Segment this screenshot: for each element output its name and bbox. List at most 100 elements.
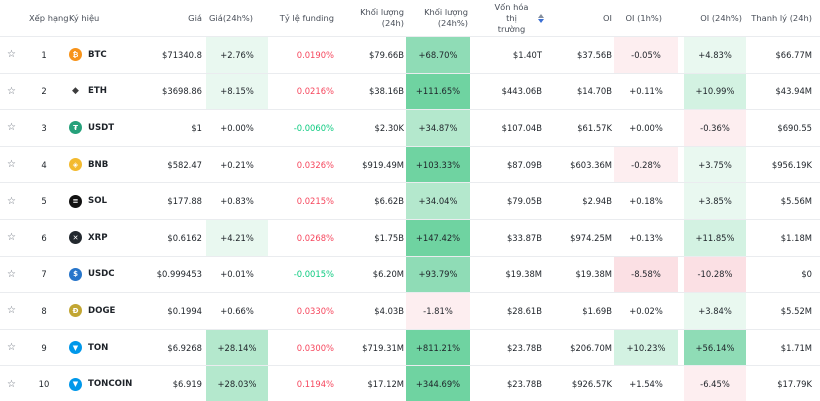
symbol-label: XRP: [88, 232, 108, 243]
table-row[interactable]: ☆ 8 Ð DOGE $0.1994 +0.66% 0.0330% $4.03B -1.81% $…: [0, 292, 820, 329]
price-change-cell: +2.76%: [206, 37, 268, 73]
favorite-star-icon[interactable]: ☆: [7, 49, 16, 61]
symbol-cell[interactable]: ▼ TON: [69, 330, 149, 366]
table-row[interactable]: ☆ 7 $ USDC $0.999453 +0.01% -0.0015% $6.20M +93.…: [0, 255, 820, 293]
rank-cell: 9: [41, 342, 47, 353]
market-cap-cell: $33.87B: [506, 232, 542, 243]
market-cap-cell: $1.40T: [512, 49, 542, 60]
funding-cell: 0.0216%: [296, 86, 334, 97]
symbol-label: USDT: [88, 122, 115, 133]
symbol-label: USDC: [88, 269, 115, 280]
favorite-star-icon[interactable]: ☆: [7, 85, 16, 97]
volume-cell: $719.31M: [362, 342, 404, 353]
market-cap-cell: $443.06B: [501, 86, 542, 97]
header-market-cap[interactable]: Vốn hóa thị trường: [488, 0, 544, 36]
header-volume[interactable]: Khối lượng (24h): [360, 7, 404, 28]
rank-cell: 1: [41, 49, 47, 60]
table-row[interactable]: ☆ 10 ▼ TONCOIN $6.919 +28.03% 0.1194% $17.12M +3…: [0, 365, 820, 401]
table-row[interactable]: ☆ 3 ₮ USDT $1 +0.00% -0.0060% $2.30K +34.87% $107…: [0, 109, 820, 146]
header-symbol[interactable]: Ký hiệu: [69, 12, 100, 23]
oi-cell: $61.57K: [577, 122, 612, 133]
volume-change-cell: +344.69%: [406, 366, 470, 401]
favorite-star-icon[interactable]: ☆: [7, 232, 16, 244]
oi-24h-cell: +3.84%: [684, 293, 746, 329]
price-cell: $1: [191, 122, 202, 133]
symbol-label: SOL: [88, 196, 107, 207]
table-row[interactable]: ☆ 6 ✕ XRP $0.6162 +4.21% 0.0268% $1.75B +147.42%…: [0, 218, 820, 256]
favorite-star-icon[interactable]: ☆: [7, 195, 16, 207]
rank-cell: 8: [41, 305, 47, 316]
symbol-cell[interactable]: ₿ BTC: [69, 37, 149, 73]
symbol-cell[interactable]: $ USDC: [69, 257, 149, 293]
symbol-cell[interactable]: ₮ USDT: [69, 110, 149, 146]
funding-cell: 0.0268%: [296, 232, 334, 243]
volume-change-cell: +147.42%: [406, 219, 470, 256]
symbol-label: BNB: [88, 159, 109, 170]
eth-icon: ◆: [69, 84, 82, 98]
table-row[interactable]: ☆ 2 ◆ ETH $3698.86 +8.15% 0.0216% $38.16B +111.6…: [0, 72, 820, 110]
rank-cell: 5: [41, 196, 47, 207]
oi-1h-cell: +0.11%: [629, 86, 663, 97]
liquidation-cell: $43.94M: [775, 86, 812, 97]
header-oi-1h[interactable]: OI (1h%): [625, 12, 662, 23]
oi-cell: $37.56B: [576, 49, 612, 60]
usdt-icon: ₮: [69, 121, 82, 135]
table-row[interactable]: ☆ 1 ₿ BTC $71340.8 +2.76% 0.0190% $79.66B +68.70…: [0, 36, 820, 73]
oi-1h-cell: -8.58%: [614, 256, 678, 293]
rank-cell: 7: [41, 269, 47, 280]
volume-change-cell: +34.04%: [406, 183, 470, 219]
btc-icon: ₿: [69, 48, 82, 62]
rank-cell: 2: [41, 86, 47, 97]
table-row[interactable]: ☆ 5 ≡ SOL $177.88 +0.83% 0.0215% $6.62B +34.04% $…: [0, 182, 820, 219]
symbol-label: TONCOIN: [88, 379, 133, 390]
oi-cell: $14.70B: [576, 86, 612, 97]
table-row[interactable]: ☆ 4 ◈ BNB $582.47 +0.21% 0.0326% $919.49M +103.3…: [0, 145, 820, 183]
favorite-star-icon[interactable]: ☆: [7, 159, 16, 171]
header-funding[interactable]: Tỷ lệ funding: [279, 12, 334, 23]
symbol-cell[interactable]: Ð DOGE: [69, 293, 149, 329]
price-change-cell: +0.01%: [220, 269, 254, 280]
price-cell: $71340.8: [162, 49, 202, 60]
liquidation-cell: $956.19K: [771, 159, 812, 170]
symbol-label: DOGE: [88, 305, 116, 316]
header-liquidation[interactable]: Thanh lý (24h): [751, 12, 812, 23]
symbol-label: BTC: [88, 49, 107, 60]
oi-1h-cell: +1.54%: [629, 379, 663, 390]
header-volume-change[interactable]: Khối lượng (24h%): [424, 7, 468, 28]
header-price-change[interactable]: Giá(24h%): [209, 12, 253, 23]
market-cap-cell: $23.78B: [506, 379, 542, 390]
oi-cell: $2.94B: [582, 196, 612, 207]
funding-cell: -0.0060%: [293, 122, 334, 133]
favorite-star-icon[interactable]: ☆: [7, 305, 16, 317]
symbol-cell[interactable]: ≡ SOL: [69, 183, 149, 219]
header-price[interactable]: Giá: [188, 12, 202, 23]
symbol-cell[interactable]: ◈ BNB: [69, 147, 149, 183]
oi-1h-cell: +0.13%: [629, 232, 663, 243]
header-oi[interactable]: OI: [603, 12, 612, 23]
volume-change-cell: +111.65%: [406, 73, 470, 110]
price-change-cell: +0.66%: [220, 305, 254, 316]
favorite-star-icon[interactable]: ☆: [7, 268, 16, 280]
oi-24h-cell: +4.83%: [684, 37, 746, 73]
oi-1h-cell: +10.23%: [614, 329, 678, 366]
liquidation-cell: $5.52M: [780, 305, 812, 316]
volume-change-cell: +68.70%: [406, 37, 470, 73]
favorite-star-icon[interactable]: ☆: [7, 342, 16, 354]
header-rank[interactable]: Xếp hạng: [29, 12, 69, 23]
funding-cell: 0.0326%: [296, 159, 334, 170]
liquidation-cell: $1.71M: [780, 342, 812, 353]
symbol-cell[interactable]: ◆ ETH: [69, 74, 149, 110]
volume-change-cell: +103.33%: [406, 146, 470, 183]
sort-icon[interactable]: [538, 13, 544, 23]
symbol-cell[interactable]: ✕ XRP: [69, 220, 149, 256]
price-change-cell: +0.83%: [220, 196, 254, 207]
favorite-star-icon[interactable]: ☆: [7, 122, 16, 134]
header-oi-24h[interactable]: OI (24h%): [700, 12, 742, 23]
oi-24h-cell: -0.36%: [684, 110, 746, 146]
symbol-cell[interactable]: ▼ TONCOIN: [69, 366, 149, 401]
table-row[interactable]: ☆ 9 ▼ TON $6.9268 +28.14% 0.0300% $719.31M +811.…: [0, 328, 820, 366]
price-change-cell: +4.21%: [206, 219, 268, 256]
market-cap-cell: $19.38M: [505, 269, 542, 280]
favorite-star-icon[interactable]: ☆: [7, 378, 16, 390]
price-cell: $0.6162: [167, 232, 202, 243]
